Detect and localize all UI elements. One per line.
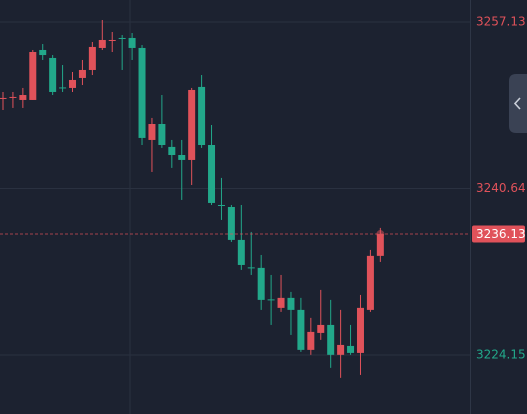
candle-body xyxy=(198,86,206,146)
candle-body xyxy=(247,267,255,269)
candle-body xyxy=(88,46,96,70)
candle-body xyxy=(0,97,7,99)
y-tick-label: 3224.15 xyxy=(476,348,526,362)
candle-body xyxy=(138,47,146,138)
candle-body xyxy=(78,69,86,78)
candle-body xyxy=(277,297,285,308)
candle-body xyxy=(118,37,126,39)
candle-body xyxy=(327,324,335,355)
candle-body xyxy=(178,154,186,160)
collapse-tab[interactable] xyxy=(509,74,527,133)
collapse-icon[interactable] xyxy=(513,97,521,110)
candle-body xyxy=(158,123,166,146)
candle-body xyxy=(148,123,156,140)
candle-body xyxy=(376,234,384,256)
candle-body xyxy=(29,52,37,100)
y-tick-label: 3240.64 xyxy=(476,181,526,195)
candle-body xyxy=(168,146,176,155)
candle-body xyxy=(317,324,325,333)
candle-body xyxy=(188,89,196,160)
candle-body xyxy=(39,49,47,56)
candle-body xyxy=(69,79,77,88)
candle-body xyxy=(297,309,305,350)
candle-body xyxy=(227,207,235,240)
candle-body xyxy=(208,145,216,203)
candle-body xyxy=(287,297,295,310)
candle-body xyxy=(98,39,106,48)
y-tick-label: 3257.13 xyxy=(476,15,526,29)
candle-body xyxy=(307,331,315,350)
candle-body xyxy=(59,87,67,89)
last-price-glow xyxy=(376,230,385,239)
candle-body xyxy=(347,345,355,353)
candle-body xyxy=(9,96,17,98)
candle-body xyxy=(366,255,374,310)
candle-body xyxy=(108,39,116,41)
candle-body xyxy=(267,299,275,301)
candle-body xyxy=(337,344,345,355)
candle-body xyxy=(19,95,27,100)
candle-body xyxy=(49,57,57,92)
last-price-tag xyxy=(472,225,525,243)
last-price-label: 3236.13 xyxy=(476,227,526,241)
candle-body xyxy=(237,239,245,265)
collapse-tab-bg[interactable] xyxy=(509,74,527,133)
candle-body xyxy=(217,204,225,206)
candle-body xyxy=(356,307,364,353)
candle-body xyxy=(128,37,136,48)
candle-body xyxy=(257,267,265,300)
